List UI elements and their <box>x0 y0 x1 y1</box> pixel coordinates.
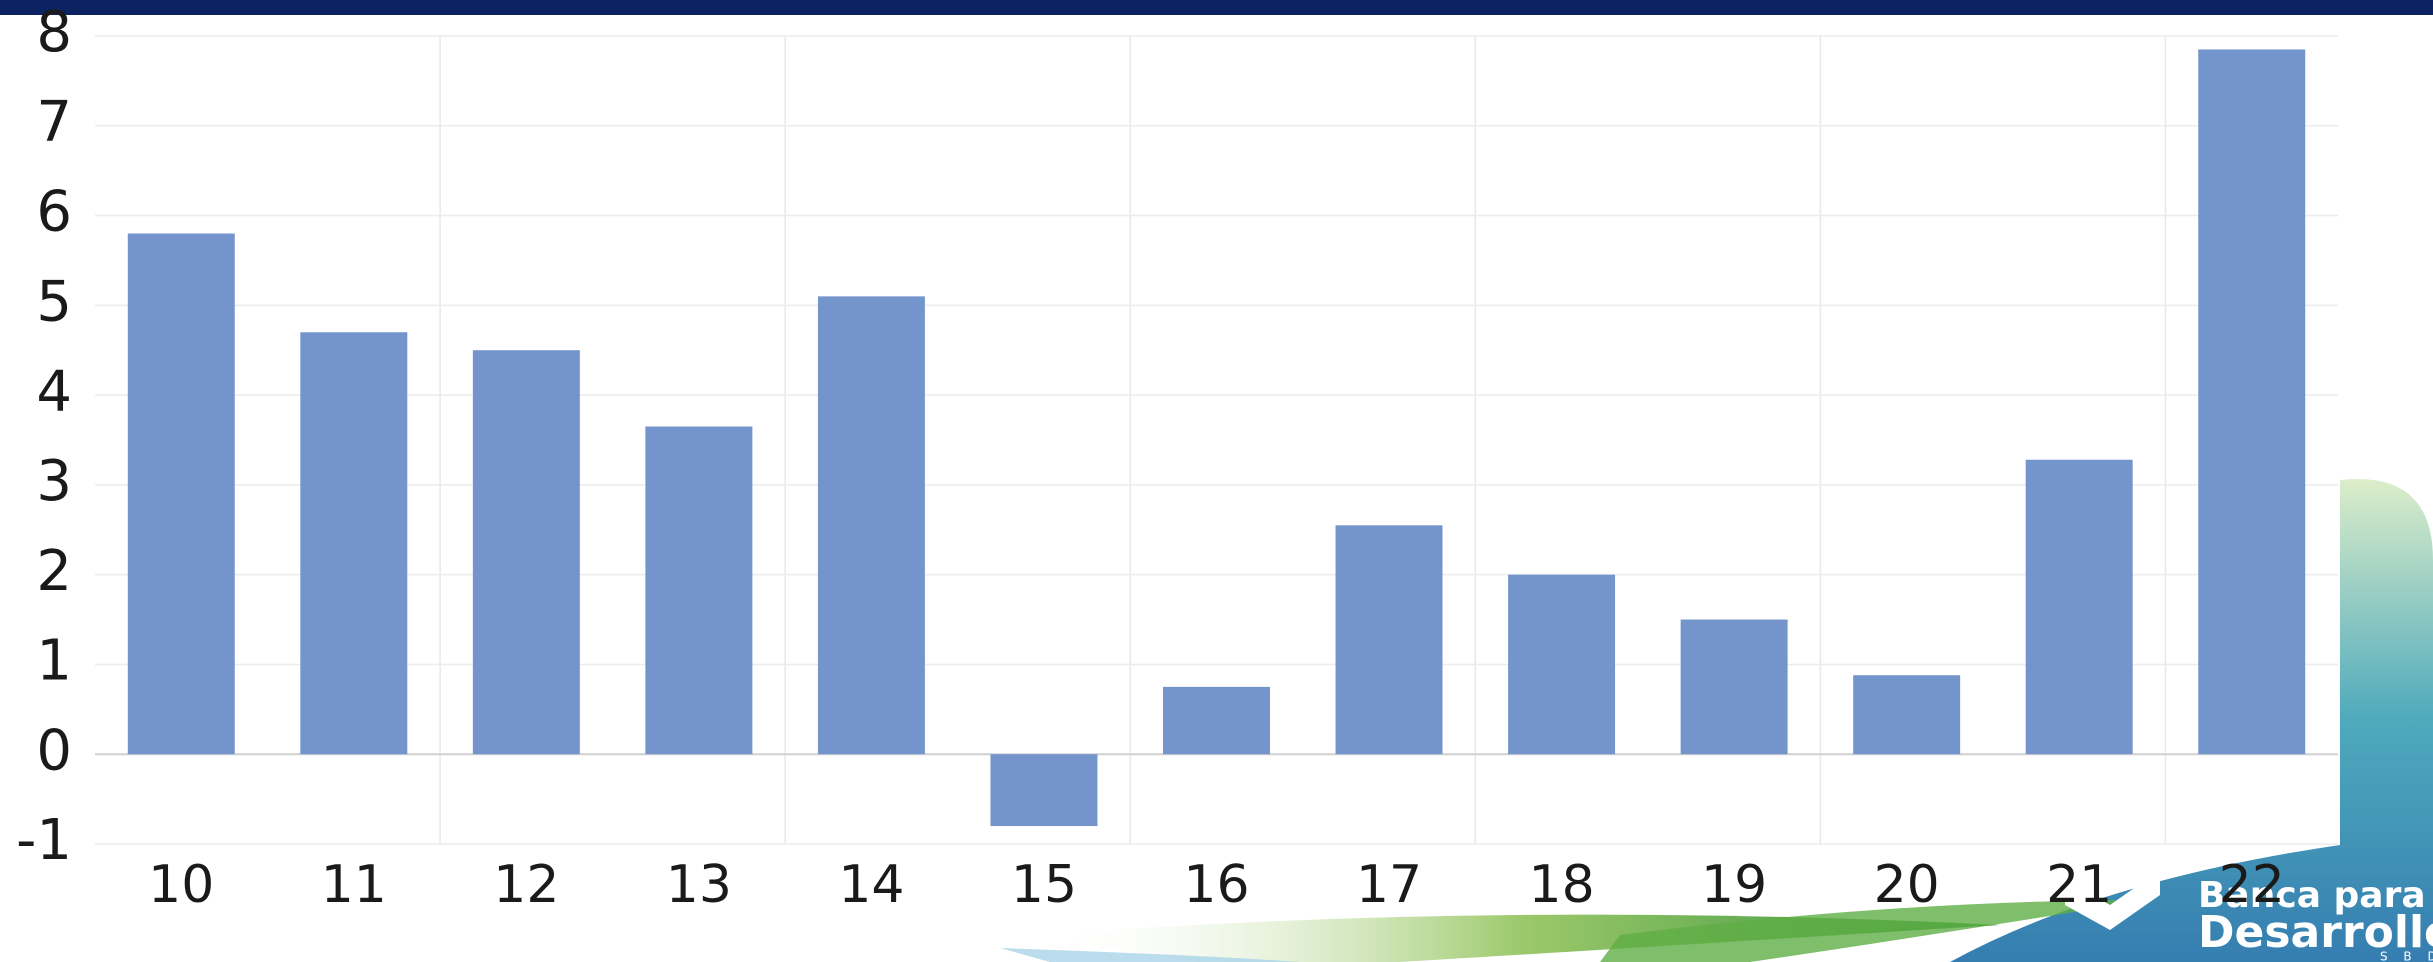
y-tick-label: 5 <box>36 269 72 334</box>
logo-text: S B D <box>2380 950 2433 962</box>
y-tick-label: 4 <box>36 359 72 424</box>
bar <box>300 332 408 755</box>
bar <box>1680 619 1788 755</box>
x-tick-label: 14 <box>838 855 904 915</box>
bar <box>817 296 925 755</box>
logo-mark <box>2065 870 2160 930</box>
x-tick-label: 17 <box>1356 855 1422 915</box>
logo-text: Banca para el <box>2198 875 2433 916</box>
x-tick-label: 22 <box>2219 855 2285 915</box>
x-tick-label: 13 <box>666 855 732 915</box>
logo-text: Desarrollo <box>2198 907 2433 958</box>
x-tick-label: 18 <box>1528 855 1594 915</box>
y-tick-label: 6 <box>36 180 72 245</box>
bar <box>990 754 1098 827</box>
swoosh <box>1000 948 1300 962</box>
y-tick-label: -1 <box>16 808 72 873</box>
bar <box>1163 686 1270 755</box>
y-tick-label: 7 <box>36 90 72 155</box>
bar <box>2025 459 2133 755</box>
bar <box>127 233 235 755</box>
swoosh <box>1950 479 2433 962</box>
bar <box>472 350 580 755</box>
x-tick-label: 11 <box>321 855 387 915</box>
y-tick-label: 8 <box>36 0 72 65</box>
x-tick-label: 21 <box>2046 855 2112 915</box>
x-tick-label: 20 <box>1874 855 1940 915</box>
top-banner <box>0 0 2433 15</box>
x-tick-label: 15 <box>1011 855 1077 915</box>
bar <box>1508 574 1616 755</box>
bar <box>1853 675 1961 755</box>
x-tick-label: 10 <box>148 855 214 915</box>
x-tick-label: 19 <box>1701 855 1767 915</box>
y-tick-label: 1 <box>36 629 72 694</box>
swoosh <box>1600 900 2150 962</box>
y-tick-label: 2 <box>36 539 72 604</box>
bar <box>2198 49 2306 755</box>
y-tick-label: 3 <box>36 449 72 514</box>
x-tick-label: 16 <box>1183 855 1249 915</box>
x-tick-label: 12 <box>493 855 559 915</box>
bar <box>1335 525 1443 755</box>
decoration: Banca para el Desarrollo S B D <box>1000 479 2433 962</box>
y-tick-label: 0 <box>36 718 72 783</box>
bar <box>645 426 753 755</box>
